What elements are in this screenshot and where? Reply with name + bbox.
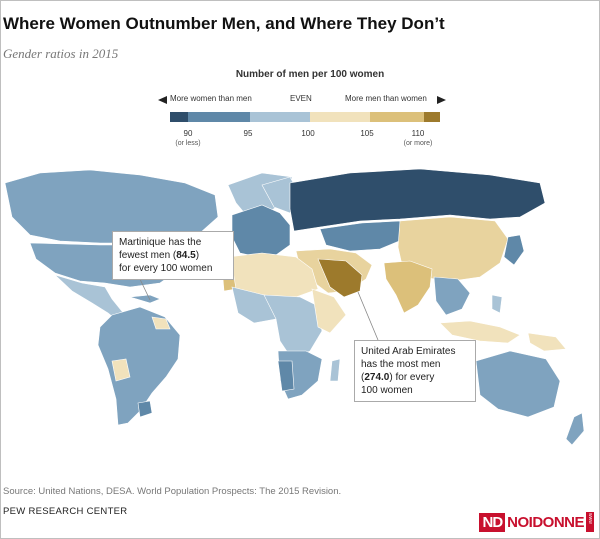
martinique-callout-line3: for every 100 women [119,263,213,274]
map-india [383,260,433,314]
uae-callout-line3: (274.0) for every [361,372,435,383]
legend-tick-110: 110 (or more) [403,129,433,147]
logo-mark: ND [479,512,506,532]
map-east-africa [311,288,347,334]
legend-center-label: EVEN [290,94,312,103]
map-namibia [277,360,295,392]
map-guyana [151,316,171,330]
legend-swatch-2 [250,112,310,122]
map-philippines [491,294,503,314]
legend-swatch-4 [370,112,424,122]
map-arabian-peninsula [317,258,363,298]
page-title: Where Women Outnumber Men, and Where The… [3,14,445,33]
logo-tag: www [586,512,594,532]
map-russia [289,168,546,232]
legend-tick-90: 90 (or less) [175,129,201,147]
martinique-callout-line2: fewest men (84.5) [119,250,200,261]
martinique-value: 84.5 [176,250,196,261]
world-map [4,168,585,446]
map-indonesia [439,320,521,344]
legend-tick-105: 105 [360,129,374,138]
uae-callout-line2: has the most men [361,359,441,370]
legend-swatch-3 [310,112,370,122]
map-new-zealand [565,412,585,446]
map-japan-korea [503,234,525,266]
map-australia [475,350,561,418]
map-central-africa [263,294,323,360]
map-central-asia [319,220,405,252]
page-subtitle: Gender ratios in 2015 [3,46,119,61]
map-caribbean [129,294,161,304]
legend-swatch-0 [170,112,188,122]
map-paraguay [111,358,131,382]
uae-value: 274.0 [364,372,390,383]
map-madagascar [329,358,341,382]
legend-left-label: More women than men [170,94,252,103]
map-southeast-asia [433,276,471,316]
legend-swatch-5 [424,112,440,122]
uae-callout-line4: 100 women [361,385,413,396]
martinique-callout: Martinique has the fewest men (84.5) for… [112,231,234,280]
map-uruguay [137,400,153,418]
legend-title: Number of men per 100 women [235,69,385,80]
uae-callout: United Arab Emirates has the most men (2… [354,340,476,402]
uae-pointer [357,291,379,341]
legend-swatch-1 [188,112,250,122]
martinique-callout-line1: Martinique has the [119,237,202,248]
uae-callout-line1: United Arab Emirates [361,346,456,357]
credit-line: PEW RESEARCH CENTER [3,506,128,517]
legend-color-bar [170,112,440,122]
map-china [397,216,509,282]
logo-name: NOIDONNE [507,513,584,531]
map-western-europe [231,204,291,258]
noidonne-logo: ND NOIDONNE www [479,511,594,533]
map-png [527,332,567,352]
source-note: Source: United Nations, DESA. World Popu… [3,486,342,497]
arrow-left-icon [158,96,167,104]
legend-right-label: More men than women [345,94,427,103]
legend-tick-95: 95 [243,129,253,138]
legend-tick-100: 100 [301,129,315,138]
arrow-right-icon [437,96,446,104]
